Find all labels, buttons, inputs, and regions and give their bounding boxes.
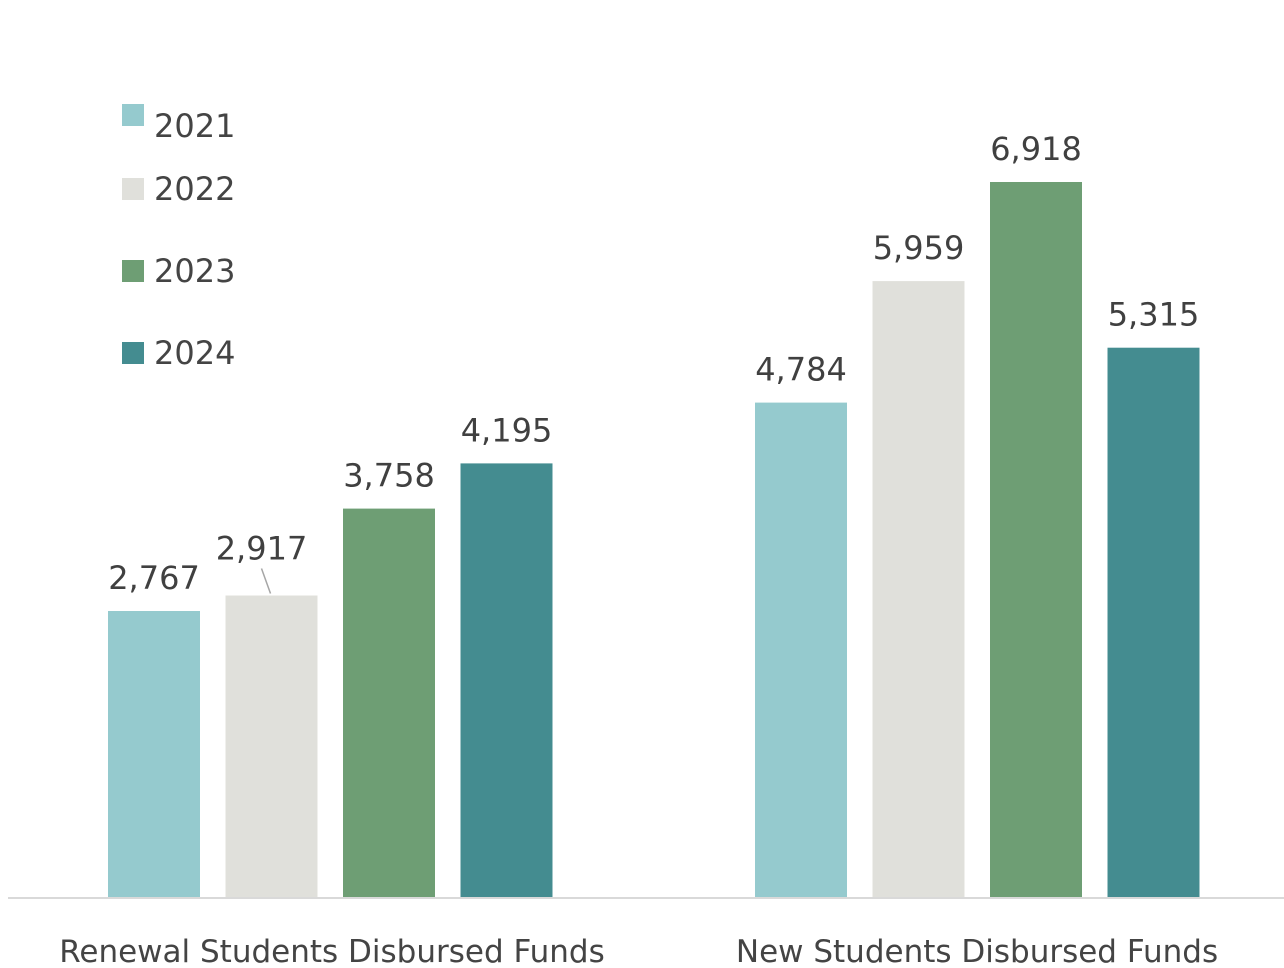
legend-swatch-2021 <box>122 104 144 126</box>
data-labels-group: 2,767 4,784 2,917 5,959 3,758 6,918 4,195 5,315 <box>108 130 1199 597</box>
legend-label-2022: 2022 <box>154 170 236 208</box>
data-label-2021-new: 4,784 <box>755 351 847 389</box>
legend-label-2024: 2024 <box>154 334 236 372</box>
legend-label-2023: 2023 <box>154 252 236 290</box>
bar-2023-new <box>990 182 1082 897</box>
legend-item-2023: 2023 <box>122 230 235 312</box>
bar-2023-renewal <box>343 508 435 897</box>
legend-swatch-2022 <box>122 178 144 200</box>
data-label-2022-new: 5,959 <box>873 229 965 267</box>
bar-2022-renewal <box>225 595 318 897</box>
category-label-renewal: Renewal Students Disbursed Funds <box>59 934 605 968</box>
legend-label-2021: 2021 <box>154 107 236 145</box>
bar-2024-renewal <box>460 463 553 897</box>
data-label-2023-renewal: 3,758 <box>343 457 435 495</box>
legend-swatch-2024 <box>122 342 144 364</box>
leader-line-2022-renewal <box>260 568 272 594</box>
legend-item-2024: 2024 <box>122 312 235 394</box>
data-label-2024-renewal: 4,195 <box>461 411 553 449</box>
legend-item-2021: 2021 <box>122 104 235 148</box>
bar-2021-renewal <box>108 611 200 897</box>
data-label-2022-renewal: 2,917 <box>216 530 308 568</box>
data-label-2021-renewal: 2,767 <box>108 559 200 597</box>
legend-item-2022: 2022 <box>122 148 235 230</box>
legend-swatch-2023 <box>122 260 144 282</box>
category-label-new: New Students Disbursed Funds <box>736 934 1218 968</box>
bar-2022-new <box>872 281 965 898</box>
data-label-2023-new: 6,918 <box>990 130 1082 168</box>
bar-2021-new <box>755 402 847 897</box>
data-label-2024-new: 5,315 <box>1108 296 1200 334</box>
legend: 2021 2022 2023 2024 <box>122 104 235 394</box>
bar-2024-new <box>1107 347 1200 897</box>
bars-group <box>108 182 1200 898</box>
